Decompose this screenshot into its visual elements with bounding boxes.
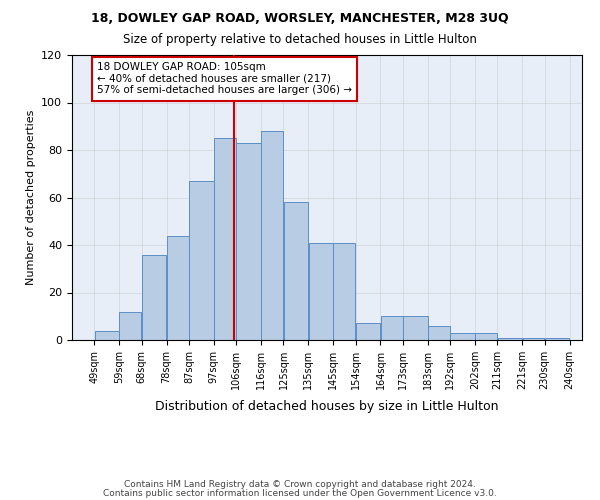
Text: 18 DOWLEY GAP ROAD: 105sqm
← 40% of detached houses are smaller (217)
57% of sem: 18 DOWLEY GAP ROAD: 105sqm ← 40% of deta…	[97, 62, 352, 96]
Bar	[428, 326, 450, 340]
Bar	[403, 316, 428, 340]
Bar	[236, 143, 261, 340]
Bar	[167, 236, 189, 340]
Text: Contains HM Land Registry data © Crown copyright and database right 2024.: Contains HM Land Registry data © Crown c…	[124, 480, 476, 489]
Bar	[261, 131, 283, 340]
Bar	[214, 138, 236, 340]
Text: Size of property relative to detached houses in Little Hulton: Size of property relative to detached ho…	[123, 32, 477, 46]
Bar	[451, 333, 475, 340]
Bar	[356, 324, 380, 340]
Y-axis label: Number of detached properties: Number of detached properties	[26, 110, 35, 285]
Bar	[334, 242, 355, 340]
Bar	[284, 202, 308, 340]
Bar	[545, 338, 569, 340]
Bar	[119, 312, 142, 340]
Bar	[497, 338, 522, 340]
Bar	[95, 330, 119, 340]
Bar	[142, 254, 166, 340]
X-axis label: Distribution of detached houses by size in Little Hulton: Distribution of detached houses by size …	[155, 400, 499, 413]
Bar	[189, 181, 214, 340]
Bar	[475, 333, 497, 340]
Bar	[523, 338, 544, 340]
Text: 18, DOWLEY GAP ROAD, WORSLEY, MANCHESTER, M28 3UQ: 18, DOWLEY GAP ROAD, WORSLEY, MANCHESTER…	[91, 12, 509, 26]
Bar	[381, 316, 403, 340]
Text: Contains public sector information licensed under the Open Government Licence v3: Contains public sector information licen…	[103, 489, 497, 498]
Bar	[308, 242, 333, 340]
